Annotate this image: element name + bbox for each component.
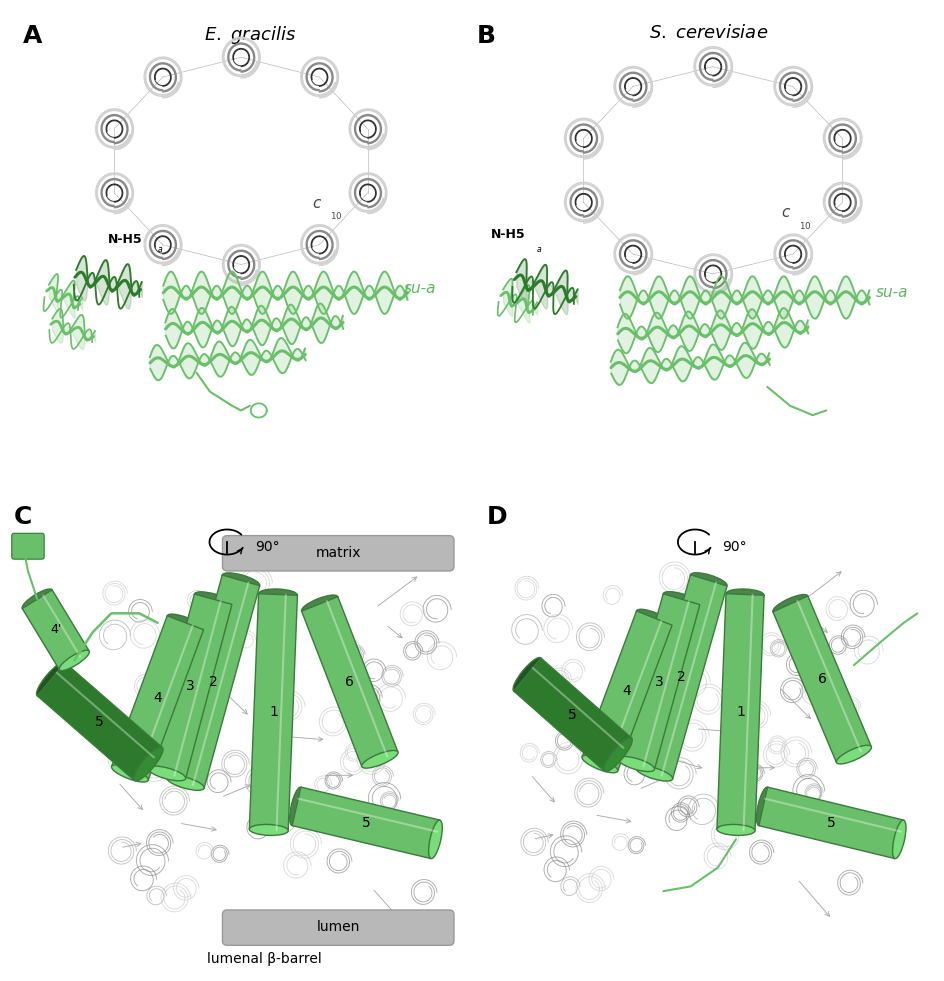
Text: 3: 3 <box>185 679 194 694</box>
Text: su-a: su-a <box>403 281 436 295</box>
Text: 90°: 90° <box>255 541 279 554</box>
Polygon shape <box>514 658 631 771</box>
Polygon shape <box>292 787 439 858</box>
Ellipse shape <box>249 824 288 836</box>
Text: $_{10}$: $_{10}$ <box>329 209 342 222</box>
Text: N-H5: N-H5 <box>108 232 143 245</box>
Polygon shape <box>758 787 902 858</box>
Ellipse shape <box>134 748 162 781</box>
Ellipse shape <box>194 592 232 606</box>
Ellipse shape <box>617 756 654 771</box>
Text: $\it{S.\ cerevisiae}$: $\it{S.\ cerevisiae}$ <box>648 25 767 42</box>
Ellipse shape <box>835 746 870 764</box>
Ellipse shape <box>892 820 905 858</box>
Polygon shape <box>582 611 671 771</box>
Ellipse shape <box>690 573 726 588</box>
Ellipse shape <box>166 775 204 791</box>
Text: 6: 6 <box>345 675 354 689</box>
Ellipse shape <box>222 573 260 588</box>
Ellipse shape <box>635 766 672 781</box>
Text: $_a$: $_a$ <box>157 245 162 255</box>
Text: 90°: 90° <box>721 541 746 554</box>
Text: 4: 4 <box>153 691 161 705</box>
Ellipse shape <box>59 650 90 671</box>
Text: B: B <box>477 25 496 48</box>
Ellipse shape <box>513 657 541 692</box>
Text: 3: 3 <box>654 675 663 689</box>
Ellipse shape <box>22 589 52 609</box>
Text: $c$: $c$ <box>780 205 790 221</box>
Text: 5: 5 <box>826 816 834 830</box>
Text: $_a$: $_a$ <box>535 245 542 255</box>
Text: 1: 1 <box>735 705 744 719</box>
Polygon shape <box>148 594 231 779</box>
Ellipse shape <box>429 820 442 858</box>
Text: 5: 5 <box>362 816 370 830</box>
Text: $c$: $c$ <box>312 196 322 211</box>
FancyBboxPatch shape <box>11 534 44 559</box>
Text: 4: 4 <box>622 684 631 698</box>
Ellipse shape <box>603 738 632 772</box>
Ellipse shape <box>582 755 617 773</box>
Polygon shape <box>635 575 726 779</box>
Text: D: D <box>486 505 507 529</box>
Text: A: A <box>24 25 42 48</box>
Text: $\it{E.\ gracilis}$: $\it{E.\ gracilis}$ <box>204 25 295 46</box>
Polygon shape <box>301 596 397 766</box>
Polygon shape <box>166 575 260 788</box>
Ellipse shape <box>167 614 204 632</box>
Ellipse shape <box>37 662 66 697</box>
Ellipse shape <box>716 824 754 836</box>
Text: 4': 4' <box>50 623 61 637</box>
Polygon shape <box>37 663 162 781</box>
Polygon shape <box>111 616 203 780</box>
Text: lumenal β-barrel: lumenal β-barrel <box>207 953 321 966</box>
Ellipse shape <box>635 609 671 627</box>
FancyBboxPatch shape <box>222 910 453 946</box>
FancyBboxPatch shape <box>222 536 453 571</box>
Text: 1: 1 <box>269 705 278 719</box>
Text: 6: 6 <box>817 672 826 687</box>
Ellipse shape <box>301 595 338 613</box>
Text: 5: 5 <box>95 714 104 729</box>
Polygon shape <box>23 590 89 670</box>
Text: lumen: lumen <box>316 920 360 934</box>
Ellipse shape <box>259 589 297 600</box>
Ellipse shape <box>725 589 764 600</box>
Polygon shape <box>716 594 764 831</box>
Ellipse shape <box>772 594 807 613</box>
Polygon shape <box>617 594 700 769</box>
Ellipse shape <box>362 750 397 768</box>
Text: su-a: su-a <box>874 285 907 300</box>
Text: 5: 5 <box>567 707 577 722</box>
Text: C: C <box>14 505 32 529</box>
Ellipse shape <box>756 787 769 826</box>
Polygon shape <box>772 596 870 762</box>
Ellipse shape <box>148 766 186 781</box>
Ellipse shape <box>290 787 303 826</box>
Text: $_{10}$: $_{10}$ <box>799 219 811 232</box>
Text: 2: 2 <box>209 675 217 689</box>
Text: N-H5: N-H5 <box>490 228 525 241</box>
Ellipse shape <box>111 765 148 782</box>
Text: 2: 2 <box>677 670 685 684</box>
Text: matrix: matrix <box>315 546 361 560</box>
Polygon shape <box>249 594 297 831</box>
Ellipse shape <box>663 592 700 606</box>
